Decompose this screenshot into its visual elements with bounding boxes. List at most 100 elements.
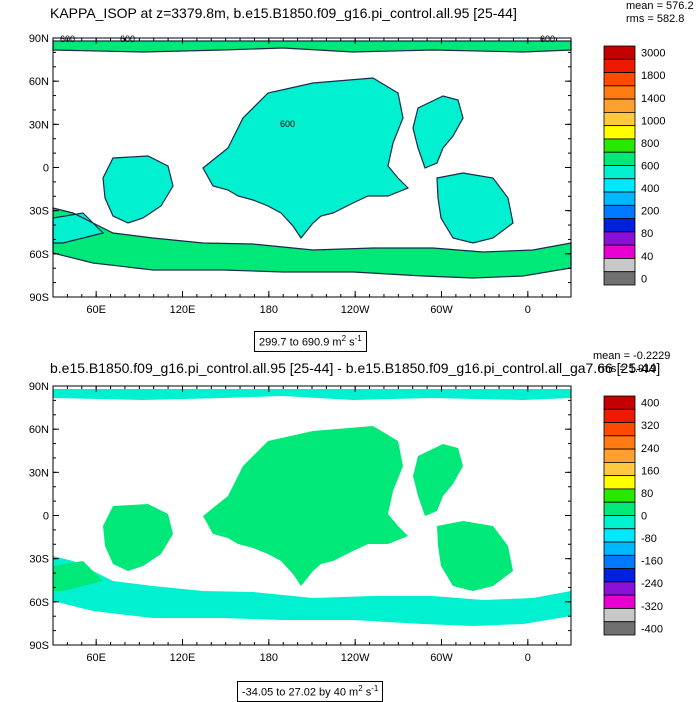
panel-bottom-title: b.e15.B1850.f09_g16.pi_control.all.95 [2… [50, 360, 661, 376]
range-exp2: -1 [354, 334, 362, 343]
y-tick-label: 60N [29, 76, 49, 88]
range-exp: 2 [358, 684, 363, 693]
colorbar-swatch [603, 515, 636, 530]
map-top: 60E 120E 180 120W 60W 0 90N 60N 30N 0 30S 60S 90S 6… [29, 33, 666, 316]
colorbar-swatch [603, 422, 636, 437]
ocean-region [53, 208, 571, 278]
colorbar-label: 1400 [641, 93, 665, 105]
colorbar-label: -240 [641, 578, 663, 590]
contour-annotations: 600 600 600 600 [60, 34, 555, 129]
colorbar-swatch [603, 98, 636, 113]
ocean-region [203, 426, 408, 586]
x-tick-label: 120W [341, 652, 370, 664]
colorbar-swatch [603, 231, 636, 246]
colorbar-swatch [603, 408, 636, 423]
y-tick-labels: 90N 60N 30N 0 30S 60S 90S [29, 381, 49, 652]
colorbar-swatch [603, 581, 636, 596]
axis-ticks [53, 385, 571, 646]
coastline [102, 155, 174, 224]
colorbar-swatch [603, 244, 636, 259]
colorbar-swatch [603, 395, 636, 410]
range-exp: 2 [341, 334, 347, 343]
axis-ticks [53, 37, 571, 298]
y-tick-label: 30N [29, 119, 49, 131]
panel-top-mean: mean = 576.2 [626, 0, 694, 12]
y-tick-label: 90S [29, 640, 49, 652]
y-tick-label: 90N [29, 33, 49, 45]
y-tick-label: 30N [29, 467, 49, 479]
colorbar-swatch [603, 85, 636, 100]
range-text: 299.7 to 690.9 m [259, 336, 342, 349]
colorbar-swatch [603, 608, 636, 623]
colorbar-label: -80 [641, 533, 657, 545]
colorbar-swatch [603, 461, 636, 477]
contour-label: 600 [120, 34, 135, 44]
map-bottom: 60E 120E 180 120W 60W 0 90N 60N 30N 0 30S 60S 90S 4… [29, 381, 663, 664]
colorbar-label: 600 [641, 161, 659, 173]
y-tick-label: 60S [29, 249, 49, 261]
colorbar-swatch [603, 501, 636, 516]
colorbar-swatch [603, 165, 636, 180]
colorbar-swatch [603, 58, 636, 73]
colorbar-swatch [603, 621, 636, 636]
range-text: -34.05 to 27.02 by 40 m [242, 686, 359, 699]
coastline [202, 77, 410, 240]
range-unit: s [346, 336, 355, 349]
ocean-region [53, 561, 103, 591]
colorbar-swatch [603, 45, 636, 60]
colorbar-label: 200 [641, 206, 659, 218]
colorbar-swatch [603, 178, 636, 193]
colorbar [603, 45, 636, 286]
colorbar-label: 400 [641, 183, 659, 195]
ocean-region [413, 444, 463, 516]
coastline [52, 207, 572, 279]
colorbar-swatch [603, 271, 636, 286]
colorbar-swatch [603, 204, 636, 220]
colorbar-label: 800 [641, 138, 659, 150]
colorbar-swatch [603, 258, 636, 273]
ocean-region [437, 521, 513, 591]
colorbar-labels: 400 320 240 160 80 0 -80 -160 -240 -320 -400 [641, 398, 663, 636]
y-tick-label: 90N [29, 381, 49, 393]
y-tick-label: 90S [29, 292, 49, 304]
colorbar-swatch [603, 138, 636, 153]
colorbar-swatch [603, 191, 636, 206]
y-tick-label: 30S [29, 554, 49, 566]
ocean-field [53, 41, 571, 278]
colorbar-swatch [603, 435, 636, 450]
colorbar-label: 0 [641, 511, 647, 523]
colorbar-label: 3000 [641, 48, 665, 60]
x-tick-label: 60W [430, 652, 453, 664]
colorbar-label: 400 [641, 398, 659, 410]
colorbar-swatch [603, 541, 636, 556]
colorbar-swatch [603, 594, 636, 609]
panel-top: KAPPA_ISOP at z=3379.8m, b.e15.B1850.f09… [0, 0, 700, 352]
colorbar-swatch [603, 528, 636, 543]
panel-bottom-range: -34.05 to 27.02 by 40 m2 s-1 [237, 681, 384, 702]
coastline [412, 95, 464, 169]
colorbar-label: -400 [641, 623, 663, 635]
contour-label: 600 [540, 34, 555, 44]
x-tick-label: 60W [430, 304, 453, 316]
colorbar-swatch [603, 151, 636, 166]
x-tick-label: 60E [86, 304, 106, 316]
coastline [436, 172, 514, 244]
x-tick-label: 120E [170, 304, 196, 316]
colorbar-swatch [603, 554, 636, 570]
y-tick-labels: 90N 60N 30N 0 30S 60S 90S [29, 33, 49, 304]
x-tick-label: 120W [341, 304, 370, 316]
colorbar-swatch [603, 218, 636, 233]
range-exp2: -1 [371, 684, 379, 693]
colorbar-label: 1000 [641, 115, 665, 127]
x-tick-label: 180 [260, 304, 278, 316]
colorbar-swatch [603, 448, 636, 463]
x-tick-label: 180 [260, 652, 278, 664]
ocean-region [103, 504, 173, 571]
colorbar-swatch [603, 568, 636, 583]
panel-bottom-mean: mean = -0.2229 [593, 350, 671, 362]
colorbar-label: -320 [641, 601, 663, 613]
x-tick-labels: 60E 120E 180 120W 60W 0 [86, 652, 531, 664]
x-tick-label: 0 [525, 652, 531, 664]
colorbar-swatch [603, 72, 636, 87]
